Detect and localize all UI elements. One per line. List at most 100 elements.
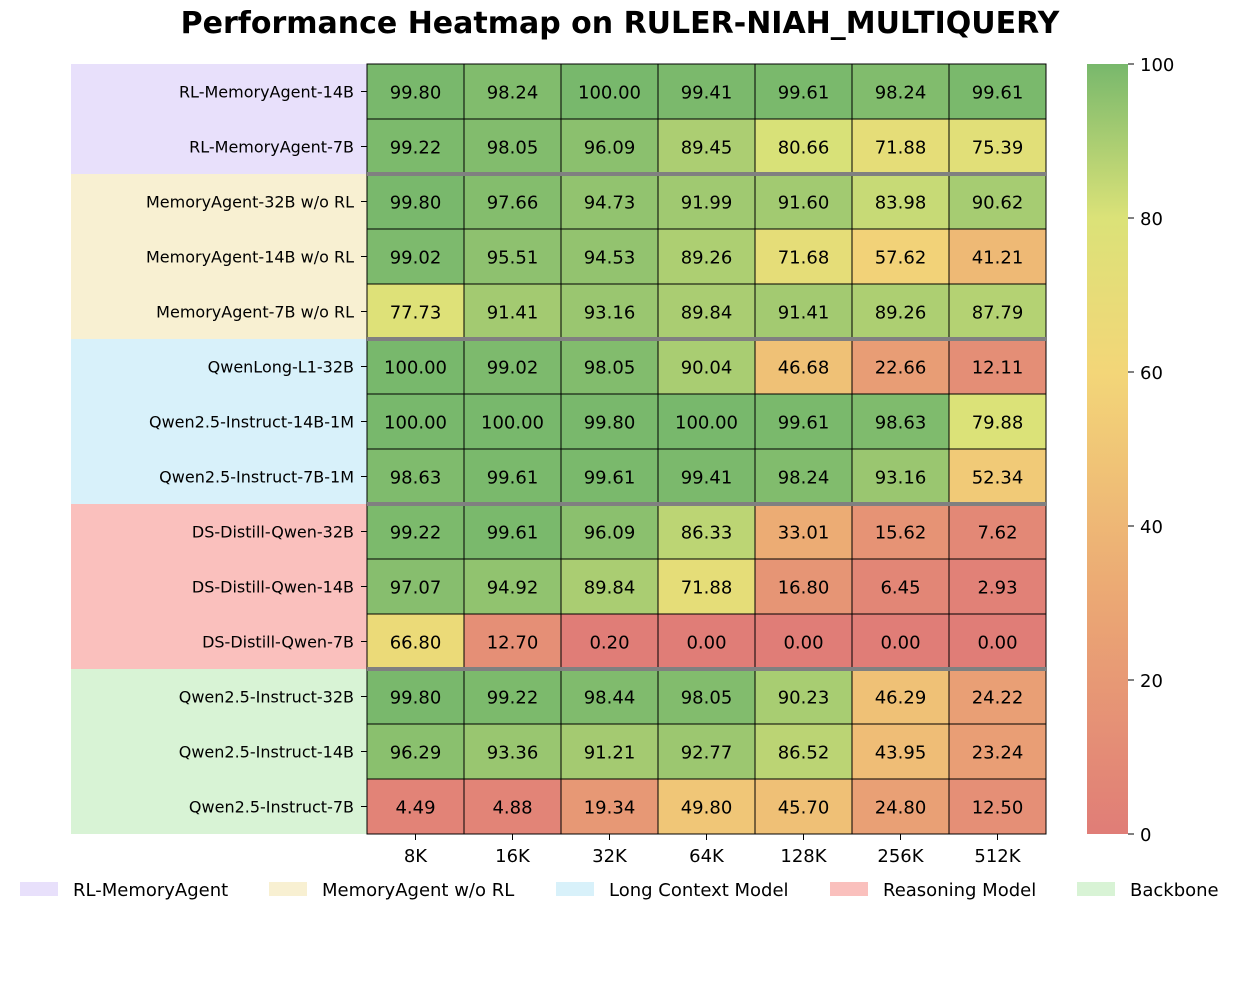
cell-value-label: 90.23	[778, 688, 830, 709]
column-label: 8K	[404, 846, 428, 867]
heatmap-cell	[754, 503, 853, 560]
heatmap-cell	[657, 503, 756, 560]
cell-value-label: 89.84	[584, 578, 636, 599]
cell-value-label: 89.26	[681, 248, 733, 269]
cell-value-label: 98.05	[584, 358, 636, 379]
group-separators	[367, 172, 1046, 671]
cell-value-label: 99.61	[778, 413, 830, 434]
heatmap-cell	[463, 118, 562, 175]
row-label: DS-Distill-Qwen-32B	[192, 523, 354, 542]
cell-value-label: 100.00	[675, 413, 738, 434]
heatmap-cell	[463, 503, 562, 560]
cell-value-label: 99.22	[487, 688, 539, 709]
cell-value-label: 99.80	[390, 83, 442, 104]
heatmap-cell	[463, 558, 562, 615]
cell-value-label: 80.66	[778, 138, 830, 159]
cell-value-label: 24.22	[972, 688, 1024, 709]
heatmap-cell	[754, 723, 853, 780]
heatmap-cell	[948, 63, 1047, 120]
cell-value-label: 99.80	[390, 193, 442, 214]
cell-value-label: 99.61	[972, 83, 1024, 104]
heatmap-cells: 99.80 98.24 100.00 99.41 99.61 98.24 99.61 99.2…	[366, 63, 1047, 835]
cell-value-label: 12.70	[487, 633, 539, 654]
colorbar-tick-label: 40	[1140, 517, 1163, 538]
heatmap-cell	[754, 558, 853, 615]
cell-value-label: 89.84	[681, 303, 733, 324]
heatmap-cell	[560, 558, 659, 615]
row-label: MemoryAgent-14B w/o RL	[146, 248, 354, 267]
cell-value-label: 90.62	[972, 193, 1024, 214]
heatmap-cell	[463, 668, 562, 725]
heatmap-cell	[657, 338, 756, 395]
heatmap-cell	[948, 283, 1047, 340]
cell-value-label: 4.49	[395, 798, 435, 819]
row-label: Qwen2.5-Instruct-14B-1M	[149, 413, 354, 432]
legend-label: RL-MemoryAgent	[73, 880, 228, 901]
cell-value-label: 98.63	[875, 413, 927, 434]
cell-value-label: 79.88	[972, 413, 1024, 434]
cell-value-label: 46.68	[778, 358, 830, 379]
cell-value-label: 95.51	[487, 248, 539, 269]
row-label: DS-Distill-Qwen-7B	[202, 633, 354, 652]
cell-value-label: 100.00	[384, 413, 447, 434]
heatmap-cell	[657, 118, 756, 175]
cell-value-label: 99.02	[390, 248, 442, 269]
row-label: MemoryAgent-7B w/o RL	[156, 303, 354, 322]
colorbar-tick-label: 80	[1140, 209, 1163, 230]
cell-value-label: 100.00	[384, 358, 447, 379]
cell-value-label: 94.73	[584, 193, 636, 214]
cell-value-label: 71.88	[681, 578, 733, 599]
heatmap-cell	[463, 228, 562, 285]
cell-value-label: 87.79	[972, 303, 1024, 324]
cell-value-label: 99.41	[681, 468, 733, 489]
cell-value-label: 99.61	[487, 468, 539, 489]
group-band	[71, 174, 367, 339]
cell-value-label: 96.09	[584, 138, 636, 159]
heatmap-cell	[948, 118, 1047, 175]
cell-value-label: 77.73	[390, 303, 442, 324]
row-label: DS-Distill-Qwen-14B	[192, 578, 354, 597]
row-label: QwenLong-L1-32B	[208, 358, 354, 377]
cell-value-label: 91.99	[681, 193, 733, 214]
heatmap-cell	[754, 613, 853, 670]
heatmap-cell	[657, 283, 756, 340]
legend-swatch	[830, 882, 868, 896]
heatmap-cell	[948, 723, 1047, 780]
cell-value-label: 99.41	[681, 83, 733, 104]
cell-value-label: 66.80	[390, 633, 442, 654]
heatmap-cell	[754, 448, 853, 505]
cell-value-label: 96.09	[584, 523, 636, 544]
cell-value-label: 99.61	[487, 523, 539, 544]
cell-value-label: 22.66	[875, 358, 927, 379]
cell-value-label: 91.60	[778, 193, 830, 214]
cell-value-label: 52.34	[972, 468, 1024, 489]
column-label: 128K	[780, 846, 827, 867]
cell-value-label: 83.98	[875, 193, 927, 214]
cell-value-label: 16.80	[778, 578, 830, 599]
heatmap-cell	[366, 173, 465, 230]
cell-value-label: 94.53	[584, 248, 636, 269]
cell-value-label: 0.20	[589, 633, 629, 654]
cell-value-label: 90.04	[681, 358, 733, 379]
colorbar-tick-label: 100	[1140, 55, 1174, 76]
cell-value-label: 97.07	[390, 578, 442, 599]
group-band	[71, 669, 367, 834]
cell-value-label: 99.02	[487, 358, 539, 379]
cell-value-label: 2.93	[977, 578, 1017, 599]
cell-value-label: 93.16	[584, 303, 636, 324]
legend-swatch	[1077, 882, 1115, 896]
heatmap-cell	[657, 63, 756, 120]
heatmap-cell	[851, 338, 950, 395]
cell-value-label: 99.80	[390, 688, 442, 709]
heatmap-cell	[560, 173, 659, 230]
cell-value-label: 99.61	[584, 468, 636, 489]
cell-value-label: 89.26	[875, 303, 927, 324]
legend-label: Long Context Model	[609, 880, 789, 901]
heatmap-cell	[560, 393, 659, 450]
heatmap-cell	[948, 613, 1047, 670]
cell-value-label: 98.05	[681, 688, 733, 709]
heatmap-cell	[657, 173, 756, 230]
cell-value-label: 91.21	[584, 743, 636, 764]
cell-value-label: 7.62	[977, 523, 1017, 544]
cell-value-label: 41.21	[972, 248, 1024, 269]
